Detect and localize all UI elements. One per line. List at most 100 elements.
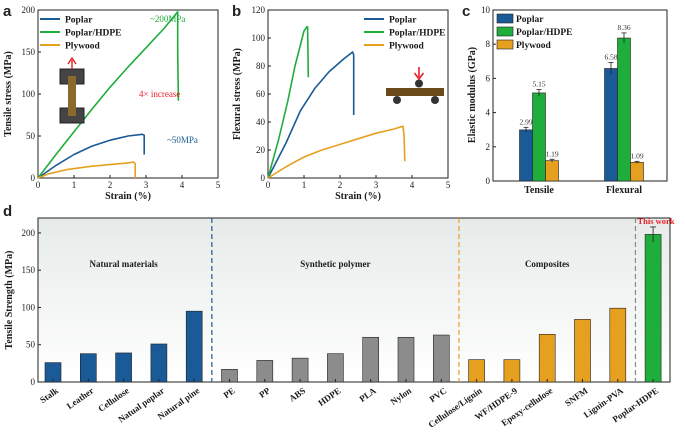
b-ytick-label: 80 bbox=[256, 61, 266, 71]
c-legend-label: Poplar bbox=[516, 15, 544, 25]
d-category-label: PE bbox=[221, 385, 236, 400]
d-bar-epoxy-cellulose bbox=[538, 333, 556, 383]
d-bar-cellulose bbox=[115, 352, 132, 383]
d-bar-pla bbox=[362, 336, 380, 383]
b-ytick-label: 40 bbox=[256, 117, 266, 127]
c-bar-plywood bbox=[545, 160, 559, 182]
c-value-label: 1.09 bbox=[630, 151, 643, 160]
d-this-work-label: This work bbox=[637, 216, 674, 226]
b-ytick-label: 0 bbox=[261, 173, 266, 183]
b-xtick-label: 2 bbox=[338, 180, 343, 190]
c-ytick-label: 6 bbox=[486, 73, 491, 83]
a-ytick-label: 100 bbox=[22, 89, 36, 99]
d-category-label: PLA bbox=[357, 385, 378, 404]
c-category-label: Flexural bbox=[606, 185, 642, 196]
d-bar-hdpe bbox=[327, 353, 344, 383]
d-bar-leather bbox=[80, 353, 97, 383]
b-specimen-beam-icon bbox=[386, 88, 444, 96]
c-value-label: 8.36 bbox=[617, 23, 630, 32]
a-increase-annotation: 4× increase bbox=[139, 89, 180, 99]
a-hdpe-peak-annotation: ~200MPa bbox=[150, 14, 185, 24]
d-ytick-label: 100 bbox=[22, 302, 36, 312]
d-ytick-label: 0 bbox=[31, 377, 36, 387]
c-legend-swatch bbox=[496, 13, 514, 24]
b-load-arrowhead-icon bbox=[413, 72, 425, 81]
b-xtick-label: 0 bbox=[266, 180, 271, 190]
b-series-line-plywood bbox=[267, 125, 406, 179]
d-category-label: PP bbox=[257, 385, 272, 400]
c-legend-label: Plywood bbox=[516, 41, 552, 51]
d-category-label: PVC bbox=[428, 385, 449, 404]
b-xtick-label: 4 bbox=[410, 180, 415, 190]
a-pull-arrowhead-icon bbox=[67, 56, 77, 65]
d-bar-lignin-pva bbox=[609, 307, 627, 383]
c-legend-swatch bbox=[496, 26, 514, 37]
panel-letter-c: c bbox=[462, 3, 470, 20]
d-ytick-label: 150 bbox=[22, 265, 36, 275]
a-specimen-body-icon bbox=[68, 76, 76, 116]
d-group-label: Synthetic polymer bbox=[300, 259, 370, 269]
b-ytick-label: 100 bbox=[252, 33, 266, 43]
c-ytick-label: 2 bbox=[486, 142, 491, 152]
b-ytick-label: 20 bbox=[256, 145, 266, 155]
d-group-label: Composites bbox=[525, 259, 570, 269]
a-legend-label: Plywood bbox=[65, 42, 101, 52]
a-series-line-poplar-hdpe bbox=[37, 10, 180, 179]
d-plot-background bbox=[38, 218, 670, 382]
c-legend-label: Poplar/HDPE bbox=[516, 28, 572, 38]
c-legend-swatch bbox=[496, 39, 514, 50]
b-xtick-label: 5 bbox=[446, 180, 451, 190]
c-bar-poplar-hdpe bbox=[617, 37, 631, 182]
panel-letter-a: a bbox=[3, 3, 12, 20]
c-ytick-label: 4 bbox=[486, 108, 491, 118]
c-value-label: 1.19 bbox=[545, 149, 558, 158]
a-ytick-label: 150 bbox=[22, 47, 36, 57]
d-bar-pp bbox=[256, 360, 274, 383]
d-category-label: SNFM bbox=[563, 385, 590, 408]
b-ytick-label: 120 bbox=[252, 5, 266, 15]
d-category-label: Stalk bbox=[38, 385, 60, 405]
c-value-label: 6.58 bbox=[604, 52, 617, 61]
c-bar-poplar bbox=[519, 129, 533, 182]
panel-b-flexural-curves: 0 20 40 60 80 100 120 0 1 2 3 4 5 Strain (%) Flexural … bbox=[232, 5, 451, 202]
a-yaxis-title: Tensile stress (MPa) bbox=[3, 51, 14, 137]
d-bar-poplar-hdpe bbox=[644, 234, 662, 383]
d-bar-pvc bbox=[432, 334, 450, 383]
a-ytick-label: 0 bbox=[31, 173, 36, 183]
b-series-line-poplar-hdpe bbox=[267, 25, 310, 179]
d-category-label: ABS bbox=[287, 385, 307, 403]
c-plot-frame bbox=[492, 9, 668, 182]
d-bar-abs bbox=[291, 357, 309, 383]
panel-letter-b: b bbox=[232, 3, 241, 20]
d-group-label: Natural materials bbox=[89, 259, 158, 269]
b-series-line-poplar bbox=[267, 51, 355, 179]
d-bar-natural-pine bbox=[185, 310, 203, 383]
c-ytick-label: 10 bbox=[481, 5, 491, 15]
b-left-support-icon bbox=[393, 96, 401, 104]
c-bar-plywood bbox=[630, 162, 644, 182]
d-yaxis-title: Tensile Strength (MPa) bbox=[4, 251, 15, 350]
a-poplar-peak-annotation: ~50MPa bbox=[167, 135, 198, 145]
a-xtick-label: 1 bbox=[72, 180, 77, 190]
b-legend-label: Poplar bbox=[389, 16, 417, 26]
d-bar-cellulose-lignin bbox=[468, 359, 485, 383]
panel-c-modulus-bars: 0 2 4 6 8 10 Elastic modulus (GPa) Tensile Flexu… bbox=[467, 5, 668, 196]
c-bar-poplar bbox=[604, 68, 618, 182]
d-category-label: Leather bbox=[65, 385, 96, 411]
a-xtick-label: 0 bbox=[36, 180, 41, 190]
a-legend-label: Poplar/HDPE bbox=[65, 29, 121, 39]
d-category-label: HDPE bbox=[316, 385, 342, 408]
c-category-label: Tensile bbox=[524, 185, 554, 196]
b-right-support-icon bbox=[431, 96, 439, 104]
b-xtick-label: 3 bbox=[374, 180, 379, 190]
d-bar-wf-hdpe-9 bbox=[503, 359, 521, 383]
d-category-label: Nylon bbox=[389, 385, 414, 406]
c-value-label: 5.15 bbox=[532, 80, 545, 89]
a-series-line-poplar bbox=[37, 133, 145, 179]
c-ytick-label: 8 bbox=[486, 39, 491, 49]
b-xaxis-title: Strain (%) bbox=[335, 191, 381, 202]
a-xtick-label: 4 bbox=[180, 180, 185, 190]
d-bar-snfm bbox=[574, 319, 591, 383]
b-ytick-label: 60 bbox=[256, 89, 266, 99]
a-xaxis-title: Strain (%) bbox=[105, 191, 151, 202]
